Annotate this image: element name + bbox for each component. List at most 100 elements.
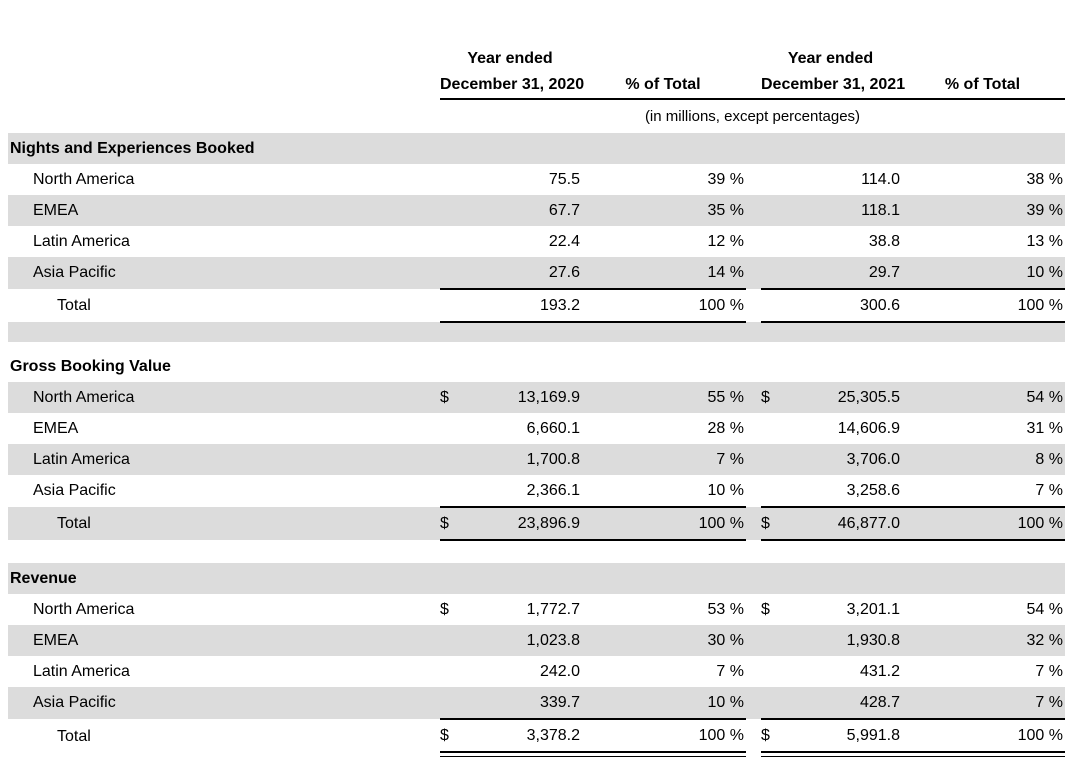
currency-symbol (440, 656, 458, 687)
column-gap (746, 507, 761, 540)
column-gap (746, 413, 761, 444)
amount-2021: 14,606.9 (837, 419, 900, 437)
row-label: Asia Pacific (33, 264, 116, 281)
table-row: Latin America 242.0 7 % 431.2 7 % (8, 656, 1065, 687)
section-title-gross-booking-value: Gross Booking Value (8, 351, 1065, 382)
amount-2020: 23,896.9 (458, 507, 580, 541)
header-spacer (8, 46, 440, 72)
table-row: Latin America 1,700.8 7 % 3,706.0 8 % (8, 444, 1065, 475)
section-separator (8, 342, 1065, 351)
section-title-text: Revenue (10, 569, 77, 587)
amount-2020: 1,772.7 (526, 600, 580, 618)
column-gap (746, 46, 761, 72)
amount-2020: 27.6 (458, 257, 580, 290)
header-spacer (8, 99, 440, 133)
row-label: Asia Pacific (33, 482, 116, 499)
amount-2020: 193.2 (458, 289, 580, 323)
currency-symbol: $ (761, 719, 779, 757)
column-gap (746, 594, 761, 625)
column-gap (746, 257, 761, 289)
pct-2020: 14 % (580, 257, 746, 290)
pct-2021: 39 % (1026, 201, 1063, 219)
pct-2020: 100 % (580, 719, 746, 757)
pct-2020: 100 % (580, 507, 746, 541)
row-label: North America (33, 388, 135, 406)
pct-2021: 100 % (900, 507, 1065, 541)
total-row: Total $ 23,896.9 100 % $ 46,877.0 100 % (8, 507, 1065, 541)
amount-2021: 29.7 (779, 257, 900, 290)
pct-2020: 28 % (707, 419, 744, 437)
section-separator (8, 540, 1065, 563)
date-column-2020: December 31, 2020 (440, 72, 584, 100)
row-label: EMEA (33, 419, 79, 437)
header-spacer (8, 72, 440, 99)
table-row: EMEA 67.7 35 % 118.1 39 % (8, 195, 1065, 226)
amount-2021: 3,258.6 (779, 475, 900, 508)
pct-2021: 100 % (900, 289, 1065, 323)
pct-2021: 10 % (900, 257, 1065, 290)
amount-2020: 3,378.2 (458, 719, 580, 757)
pct-2020: 100 % (580, 289, 746, 323)
column-gap (746, 475, 761, 507)
pct-2020: 7 % (716, 662, 744, 680)
pct-of-total-header-2021: % of Total (900, 72, 1065, 100)
amount-2020: 2,366.1 (458, 475, 580, 508)
currency-symbol (440, 687, 458, 720)
financial-metrics-table: Year ended Year ended December 31, 2020 … (8, 46, 1065, 757)
pct-2021: 7 % (1035, 662, 1063, 680)
amount-2021: 300.6 (779, 289, 900, 323)
row-label: Latin America (33, 662, 130, 680)
amount-2020: 6,660.1 (526, 419, 580, 437)
column-gap (746, 656, 761, 687)
pct-2021: 7 % (900, 475, 1065, 508)
table-row: North America $ 13,169.9 55 % $ 25,305.5… (8, 382, 1065, 413)
row-label: Total (57, 727, 91, 745)
table-row: North America 75.5 39 % 114.0 38 % (8, 164, 1065, 195)
pct-2021: 38 % (1026, 170, 1063, 188)
amount-2021: 114.0 (861, 170, 900, 188)
currency-symbol (761, 475, 779, 508)
pct-2021: 13 % (1026, 232, 1063, 250)
amount-2020: 242.0 (539, 662, 580, 680)
column-gap (746, 226, 761, 257)
row-label: Latin America (33, 232, 130, 250)
header-spacer (580, 46, 746, 72)
amount-2020: 1,700.8 (526, 450, 580, 468)
currency-symbol (761, 444, 779, 475)
amount-2021: 25,305.5 (837, 388, 900, 406)
currency-symbol (440, 164, 458, 195)
amount-2021: 428.7 (779, 687, 900, 720)
currency-symbol (761, 257, 779, 290)
row-label: North America (33, 600, 135, 618)
amount-2020: 22.4 (548, 232, 580, 250)
amount-2021: 38.8 (868, 232, 900, 250)
date-column-2021: December 31, 2021 (761, 72, 905, 100)
amount-2021: 5,991.8 (779, 719, 900, 757)
column-gap (746, 382, 761, 413)
section-title-text: Gross Booking Value (10, 357, 171, 375)
pct-2021: 31 % (1026, 419, 1063, 437)
currency-symbol (440, 475, 458, 508)
column-gap (746, 164, 761, 195)
row-label: Total (57, 296, 91, 314)
currency-symbol (761, 164, 779, 195)
column-gap (746, 289, 761, 322)
year-ended-label-2021: Year ended (787, 50, 874, 67)
table-row: Asia Pacific 339.7 10 % 428.7 7 % (8, 687, 1065, 720)
section-title-text: Nights and Experiences Booked (10, 139, 255, 157)
currency-symbol (761, 226, 779, 257)
row-label: Asia Pacific (33, 694, 116, 711)
currency-symbol: $ (761, 600, 770, 618)
pct-2021: 32 % (1026, 631, 1063, 649)
currency-symbol (440, 257, 458, 290)
amount-2021: 46,877.0 (779, 507, 900, 541)
amount-2021: 118.1 (861, 201, 900, 219)
amount-2020: 1,023.8 (526, 631, 580, 649)
currency-symbol (761, 656, 779, 687)
currency-symbol: $ (761, 507, 779, 541)
row-label: EMEA (33, 201, 79, 219)
pct-2020: 39 % (707, 170, 744, 188)
table-row: Asia Pacific 27.6 14 % 29.7 10 % (8, 257, 1065, 290)
amount-2021: 1,930.8 (846, 631, 900, 649)
table-row: Asia Pacific 2,366.1 10 % 3,258.6 7 % (8, 475, 1065, 508)
